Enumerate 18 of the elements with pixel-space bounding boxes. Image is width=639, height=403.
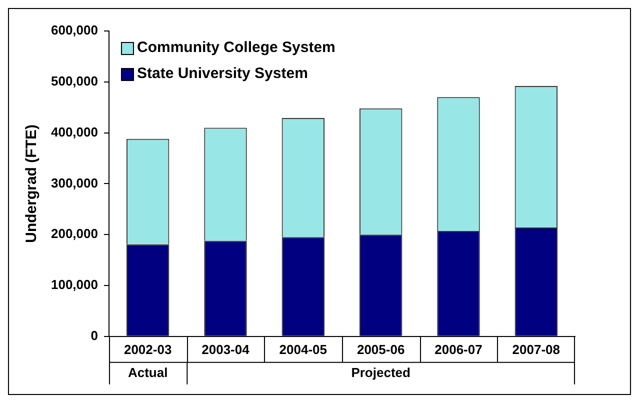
y-tick-label: 100,000 <box>50 277 98 292</box>
y-tick-label: 200,000 <box>50 226 98 242</box>
legend-label: Community College System <box>136 39 336 56</box>
y-tick-label: 600,000 <box>50 22 98 38</box>
x-tick-label: 2005-06 <box>356 342 405 357</box>
y-axis-title: Undergrad (FTE) <box>23 124 40 243</box>
text: Actual <box>128 364 168 380</box>
x-tick-label: 2002-03 <box>124 342 172 357</box>
legend-label: State University System <box>136 65 308 82</box>
text: Projected <box>351 364 411 380</box>
x-tick-label: 2006-07 <box>434 342 482 357</box>
x-tick-label: 2003-04 <box>202 342 250 357</box>
y-tick-label: 500,000 <box>50 73 98 88</box>
x-tick-label: 2007-08 <box>512 342 560 357</box>
y-tick-label: 0 <box>90 328 98 343</box>
y-tick-label: 400,000 <box>50 124 98 140</box>
y-tick-label: 300,000 <box>50 175 98 190</box>
x-tick-label: 2004-05 <box>279 342 328 357</box>
